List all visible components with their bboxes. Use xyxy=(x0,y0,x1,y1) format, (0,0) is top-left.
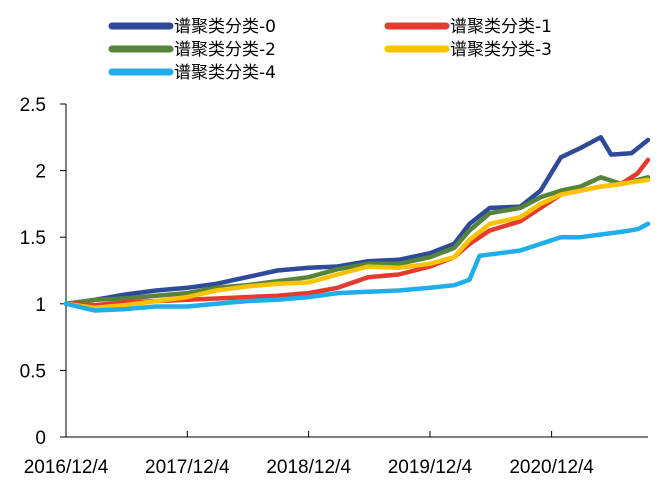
y-tick-label: 0 xyxy=(35,428,46,449)
series-line-2 xyxy=(63,175,651,307)
legend-label-1: 谱聚类分类-1 xyxy=(450,17,552,37)
legend-label-3: 谱聚类分类-3 xyxy=(450,40,552,60)
y-tick-label: 1 xyxy=(35,295,46,316)
x-tick-label: 2020/12/4 xyxy=(509,457,594,478)
legend-label-0: 谱聚类分类-0 xyxy=(174,17,276,37)
legend-label-2: 谱聚类分类-2 xyxy=(174,40,276,60)
legend: 谱聚类分类-0 谱聚类分类-1 谱聚类分类-2 谱聚类分类-3 谱聚类分类-4 xyxy=(108,17,552,83)
series-line-4 xyxy=(63,221,651,313)
legend-label-4: 谱聚类分类-4 xyxy=(174,63,276,83)
series-line-1 xyxy=(63,157,651,308)
x-tick-label: 2016/12/4 xyxy=(24,457,109,478)
series-line-3 xyxy=(63,177,651,311)
y-axis: 0 0.5 1 1.5 2 2.5 xyxy=(20,95,67,449)
y-tick-label: 1.5 xyxy=(20,228,46,249)
x-tick-label: 2019/12/4 xyxy=(388,457,473,478)
y-tick-label: 2 xyxy=(35,162,46,183)
y-tick-label: 0.5 xyxy=(20,361,46,382)
x-axis: 2016/12/4 2017/12/4 2018/12/4 2019/12/4 2020… xyxy=(24,431,648,478)
plot-area xyxy=(63,135,651,313)
y-tick-label: 2.5 xyxy=(20,95,46,116)
x-tick-label: 2017/12/4 xyxy=(145,457,230,478)
series-line-0 xyxy=(63,135,651,307)
x-tick-label: 2018/12/4 xyxy=(266,457,351,478)
